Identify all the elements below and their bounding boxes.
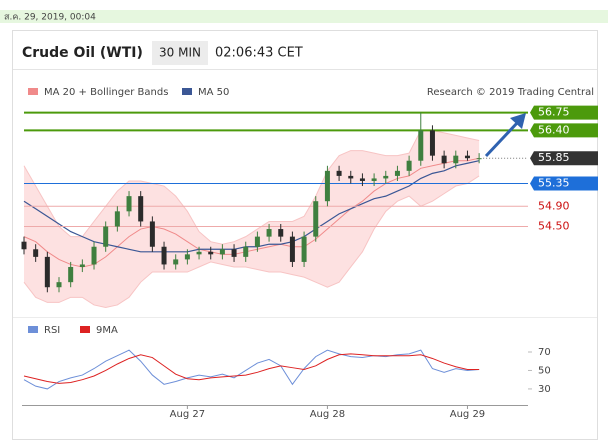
plot: 56.75 56.40 55.85 55.35 54.90 54.50 30 50 70 Aug … <box>21 105 598 420</box>
candle-body <box>219 249 225 255</box>
level-label: 54.50 <box>538 220 570 233</box>
arrow-head <box>510 113 526 129</box>
candle-body <box>33 249 39 257</box>
x-tick-label: Aug 29 <box>450 409 485 420</box>
level-box <box>530 123 598 138</box>
legend-swatch <box>182 88 192 95</box>
candle-body <box>476 158 482 160</box>
level-label: 55.35 <box>538 176 570 189</box>
candle-body <box>79 264 85 267</box>
series-line <box>23 349 480 390</box>
clock: 02:06:43 CET <box>215 46 303 61</box>
candle-body <box>464 155 470 159</box>
candle-body <box>429 130 435 156</box>
candle-body <box>44 256 50 288</box>
candle-body <box>231 249 237 257</box>
arrow <box>484 120 520 158</box>
candle-body <box>313 201 319 237</box>
level-label: 55.85 <box>538 151 570 164</box>
legend-swatch <box>80 326 90 333</box>
candle-body <box>208 251 214 255</box>
candle-body <box>359 178 365 181</box>
candle-body <box>418 130 424 161</box>
level-label: 56.40 <box>538 123 570 136</box>
candle-body <box>453 155 459 164</box>
legend-label: MA 50 <box>198 87 229 98</box>
candle-body <box>149 221 155 247</box>
candle-body <box>68 266 74 283</box>
x-tick-label: Aug 27 <box>170 409 205 420</box>
candle-body <box>196 251 202 255</box>
band-edge <box>23 129 480 245</box>
legend-label: 9MA <box>96 325 118 336</box>
candle-body <box>161 246 167 265</box>
timestamp: ส.ค. 29, 2019, 00:04 <box>4 13 96 23</box>
legend-swatch <box>28 88 38 95</box>
ma20-line <box>23 157 480 268</box>
candle-body <box>103 226 109 247</box>
candle-body <box>126 196 132 212</box>
legend-label: RSI <box>44 325 60 336</box>
candle-body <box>114 211 120 227</box>
candle-body <box>243 246 249 257</box>
legend-label: MA 20 + Bollinger Bands <box>44 87 168 98</box>
candle-body <box>56 282 62 288</box>
x-tick-label: Aug 28 <box>310 409 345 420</box>
interval: 30 MIN <box>159 46 201 60</box>
legend-swatch <box>28 326 38 333</box>
candle-body <box>394 170 400 176</box>
level-box <box>530 151 598 166</box>
candle-body <box>266 229 272 237</box>
candle-body <box>301 236 307 262</box>
candle-body <box>383 175 389 179</box>
candle-body <box>406 160 412 171</box>
level-box <box>530 105 598 120</box>
bollinger-band <box>24 130 480 308</box>
level-label: 54.90 <box>538 199 570 212</box>
y-tick-label: 50 <box>538 365 551 376</box>
candle-body <box>173 259 179 265</box>
y-tick-label: 70 <box>538 347 551 358</box>
date-bar <box>0 10 608 23</box>
band-edge <box>23 175 480 308</box>
candle-body <box>371 178 377 181</box>
candle-body <box>289 236 295 262</box>
credit: Research © 2019 Trading Central <box>427 87 594 98</box>
candle-body <box>336 170 342 176</box>
candle-body <box>348 175 354 179</box>
candle-body <box>184 254 190 260</box>
candle-body <box>278 229 284 237</box>
y-tick-label: 30 <box>538 384 551 395</box>
candle-body <box>324 170 330 202</box>
candle-body <box>21 241 27 250</box>
ma50-line <box>23 160 480 253</box>
level-label: 56.75 <box>538 106 570 119</box>
candle-body <box>441 155 447 164</box>
interval-box <box>152 41 208 65</box>
level-box <box>530 176 598 191</box>
title: Crude Oil (WTI) <box>22 45 143 61</box>
candle-body <box>91 246 97 265</box>
series-line <box>23 353 480 384</box>
candle-body <box>138 196 144 222</box>
candle-body <box>254 236 260 247</box>
